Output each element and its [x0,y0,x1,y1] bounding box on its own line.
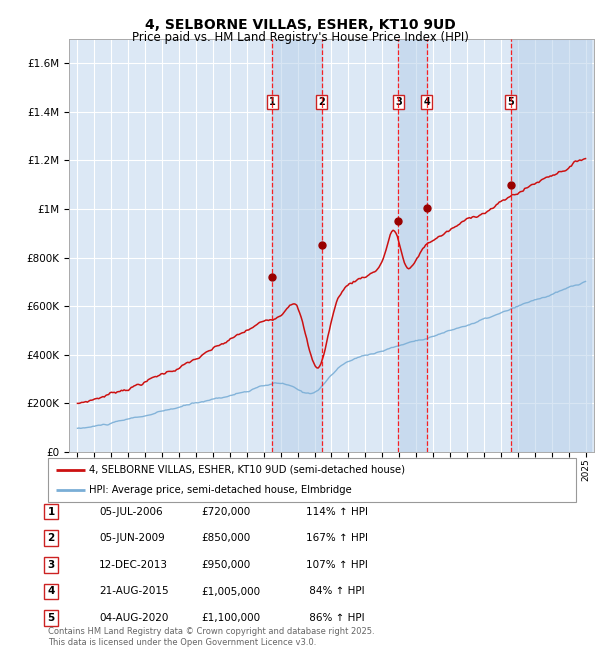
Text: 4, SELBORNE VILLAS, ESHER, KT10 9UD: 4, SELBORNE VILLAS, ESHER, KT10 9UD [145,18,455,32]
Text: £720,000: £720,000 [201,506,250,517]
Text: 12-DEC-2013: 12-DEC-2013 [99,560,168,570]
Text: 114% ↑ HPI: 114% ↑ HPI [306,506,368,517]
Text: £850,000: £850,000 [201,533,250,543]
Text: 1: 1 [269,97,275,107]
Text: 05-JUL-2006: 05-JUL-2006 [99,506,163,517]
Bar [398,39,427,452]
Text: Contains HM Land Registry data © Crown copyright and database right 2025.
This d: Contains HM Land Registry data © Crown c… [48,627,374,647]
Text: 2: 2 [47,533,55,543]
Text: 3: 3 [395,97,402,107]
Bar [272,39,322,452]
Text: 5: 5 [508,97,514,107]
Text: 84% ↑ HPI: 84% ↑ HPI [306,586,365,597]
Text: 5: 5 [47,613,55,623]
Text: 05-JUN-2009: 05-JUN-2009 [99,533,165,543]
Text: 21-AUG-2015: 21-AUG-2015 [99,586,169,597]
Text: 167% ↑ HPI: 167% ↑ HPI [306,533,368,543]
Text: 107% ↑ HPI: 107% ↑ HPI [306,560,368,570]
Text: £950,000: £950,000 [201,560,250,570]
Text: 1: 1 [47,506,55,517]
Text: 3: 3 [47,560,55,570]
Text: 04-AUG-2020: 04-AUG-2020 [99,613,169,623]
Text: £1,100,000: £1,100,000 [201,613,260,623]
Text: 86% ↑ HPI: 86% ↑ HPI [306,613,365,623]
Text: 4: 4 [424,97,430,107]
Text: 4: 4 [47,586,55,597]
Text: £1,005,000: £1,005,000 [201,586,260,597]
Text: Price paid vs. HM Land Registry's House Price Index (HPI): Price paid vs. HM Land Registry's House … [131,31,469,44]
Text: HPI: Average price, semi-detached house, Elmbridge: HPI: Average price, semi-detached house,… [89,485,352,495]
Text: 2: 2 [319,97,325,107]
FancyBboxPatch shape [48,458,576,502]
Bar [511,39,590,452]
Text: 4, SELBORNE VILLAS, ESHER, KT10 9UD (semi-detached house): 4, SELBORNE VILLAS, ESHER, KT10 9UD (sem… [89,465,405,474]
